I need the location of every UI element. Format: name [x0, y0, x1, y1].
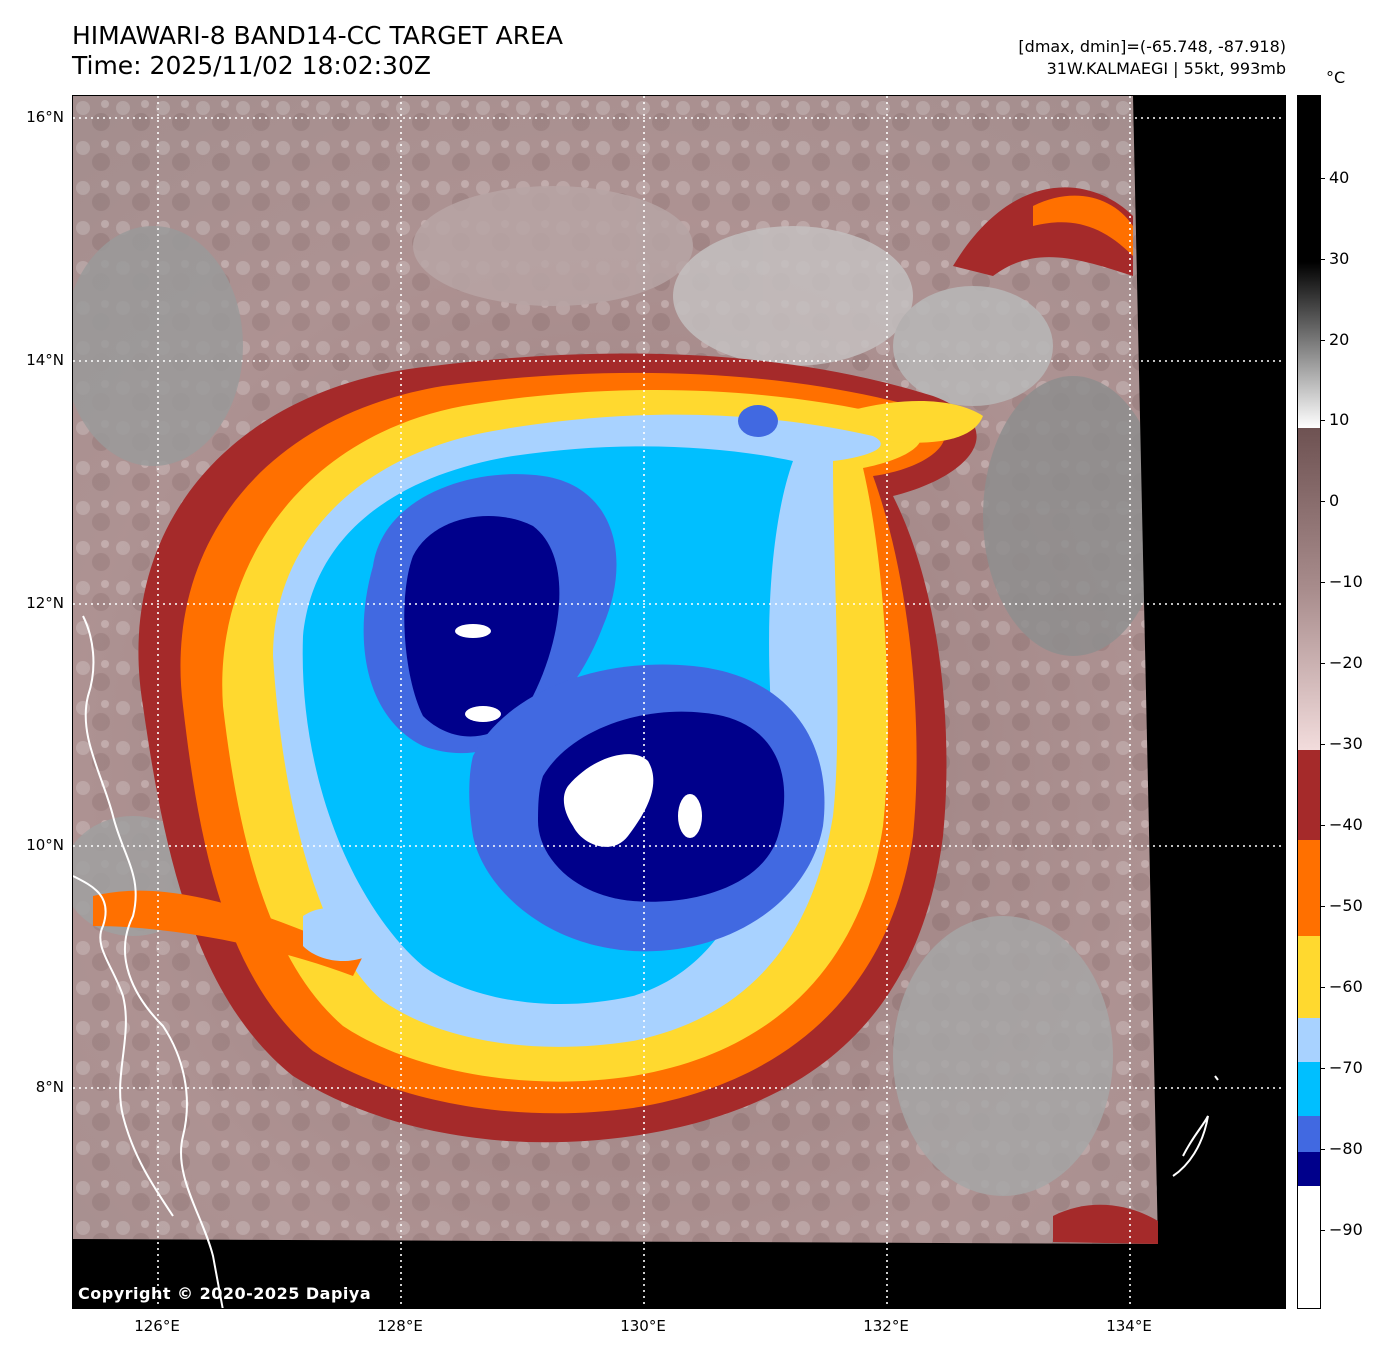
- cb-seg-orange: [1298, 840, 1320, 936]
- lat-label-14n: 14°N: [26, 351, 64, 369]
- cb-label-minus80: −80: [1329, 1139, 1363, 1158]
- cb-label-0: 0: [1329, 491, 1340, 510]
- lon-label-134e: 134°E: [1106, 1317, 1152, 1335]
- cb-label-30: 30: [1329, 249, 1350, 268]
- storm-info-text: 31W.KALMAEGI | 55kt, 993mb: [1046, 59, 1286, 78]
- colorbar-unit: °C: [1326, 68, 1346, 87]
- time-title: Time: 2025/11/02 18:02:30Z: [72, 51, 431, 80]
- coastline: [73, 615, 1219, 1308]
- colorbar: [1297, 95, 1321, 1309]
- cb-seg-black: [1298, 96, 1320, 262]
- cb-seg-lightblue: [1298, 1018, 1320, 1062]
- cb-seg-mauve: [1298, 428, 1320, 750]
- storm-cloud-shield: [93, 353, 977, 1143]
- lon-label-126e: 126°E: [134, 1317, 180, 1335]
- cb-seg-gray: [1298, 262, 1320, 428]
- cb-label-minus20: −20: [1329, 653, 1363, 672]
- cb-label-minus40: −40: [1329, 815, 1363, 834]
- cb-label-minus90: −90: [1329, 1220, 1363, 1239]
- dmax-dmin-text: [dmax, dmin]=(-65.748, -87.918): [1018, 37, 1286, 56]
- cb-label-minus10: −10: [1329, 572, 1363, 591]
- lon-label-132e: 132°E: [863, 1317, 909, 1335]
- cb-label-20: 20: [1329, 330, 1350, 349]
- copyright-text: Copyright © 2020-2025 Dapiya: [78, 1284, 372, 1303]
- satellite-image: [72, 95, 1286, 1309]
- no-data-area: [73, 96, 1285, 1308]
- cb-seg-royalblue: [1298, 1116, 1320, 1152]
- cb-label-40: 40: [1329, 168, 1350, 187]
- cb-seg-navy: [1298, 1152, 1320, 1186]
- cb-seg-skyblue: [1298, 1062, 1320, 1116]
- cb-seg-white: [1298, 1186, 1320, 1308]
- lat-label-16n: 16°N: [26, 108, 64, 126]
- cb-label-minus70: −70: [1329, 1058, 1363, 1077]
- lat-label-10n: 10°N: [26, 836, 64, 854]
- lon-label-130e: 130°E: [620, 1317, 666, 1335]
- cb-label-minus30: −30: [1329, 734, 1363, 753]
- cb-label-minus50: −50: [1329, 896, 1363, 915]
- lon-label-128e: 128°E: [377, 1317, 423, 1335]
- lat-label-12n: 12°N: [26, 594, 64, 612]
- cb-seg-red: [1298, 750, 1320, 840]
- lat-label-8n: 8°N: [35, 1078, 64, 1096]
- cb-label-10: 10: [1329, 410, 1350, 429]
- gray-cloud-patches: [73, 186, 1163, 1196]
- cb-seg-yellow: [1298, 936, 1320, 1018]
- gridlines: [73, 96, 1285, 1308]
- cb-label-minus60: −60: [1329, 977, 1363, 996]
- chart-title: HIMAWARI-8 BAND14-CC TARGET AREA: [72, 21, 564, 50]
